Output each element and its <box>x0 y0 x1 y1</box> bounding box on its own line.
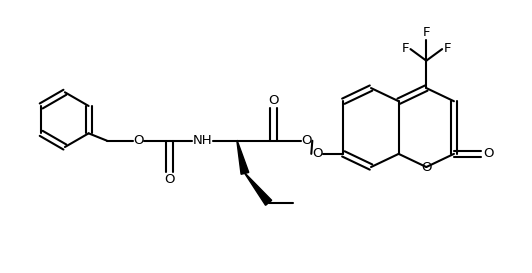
Text: O: O <box>301 134 312 147</box>
Text: F: F <box>402 41 409 55</box>
Text: NH: NH <box>193 134 213 147</box>
Text: O: O <box>484 147 494 160</box>
Polygon shape <box>245 173 272 205</box>
Text: O: O <box>269 94 279 107</box>
Text: O: O <box>312 147 322 160</box>
Text: O: O <box>164 173 175 186</box>
Text: O: O <box>421 161 431 174</box>
Text: F: F <box>422 26 430 39</box>
Text: F: F <box>444 41 451 55</box>
Polygon shape <box>237 141 249 174</box>
Text: O: O <box>134 134 144 147</box>
